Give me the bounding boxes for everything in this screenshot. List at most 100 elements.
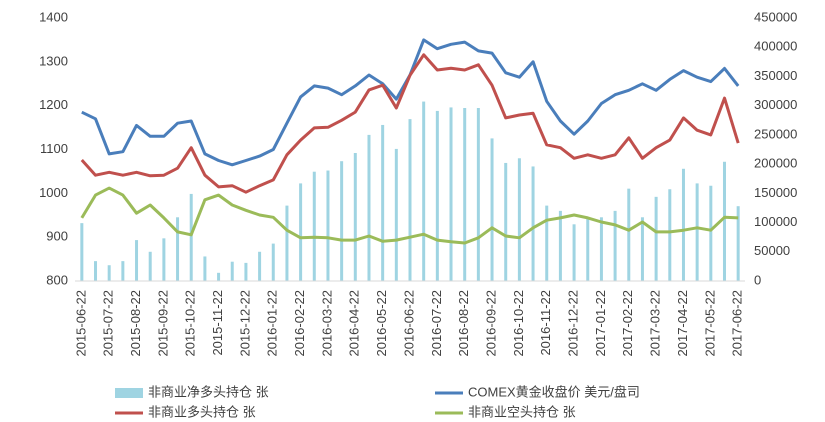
x-tick-label: 2015-07-22 xyxy=(101,290,116,357)
bar xyxy=(668,189,672,281)
x-tick-label: 2015-08-22 xyxy=(128,290,143,357)
bar xyxy=(176,217,180,281)
bar xyxy=(449,107,453,281)
bar xyxy=(80,223,84,281)
y-tick-label: 900 xyxy=(46,229,68,244)
x-tick-label: 2015-06-22 xyxy=(73,290,88,357)
x-tick-label: 2015-11-22 xyxy=(210,290,225,356)
legend-swatch xyxy=(115,388,143,398)
y2-tick-label: 100000 xyxy=(754,214,797,229)
x-tick-label: 2016-12-22 xyxy=(566,290,581,357)
y-tick-label: 1300 xyxy=(39,53,68,68)
y2-tick-label: 300000 xyxy=(754,97,797,112)
x-tick-label: 2016-01-22 xyxy=(265,290,280,357)
bar xyxy=(545,205,549,281)
x-tick-label: 2016-03-22 xyxy=(319,290,334,357)
legend-label: 非商业多头持仓 张 xyxy=(148,404,256,419)
bar xyxy=(217,272,221,281)
y-tick-label: 1000 xyxy=(39,185,68,200)
bar xyxy=(244,262,248,281)
y2-tick-label: 350000 xyxy=(754,68,797,83)
bar xyxy=(681,168,685,281)
x-tick-label: 2017-06-22 xyxy=(730,290,745,357)
bar xyxy=(394,148,398,281)
x-tick-label: 2015-10-22 xyxy=(183,290,198,357)
y2-tick-label: 250000 xyxy=(754,126,797,141)
y-tick-label: 1200 xyxy=(39,97,68,112)
bar xyxy=(340,161,344,281)
x-tick-label: 2017-04-22 xyxy=(675,290,690,357)
x-tick-label: 2016-10-22 xyxy=(511,290,526,357)
bar xyxy=(463,108,467,281)
x-tick-label: 2016-07-22 xyxy=(429,290,444,357)
bar xyxy=(326,170,330,281)
y2-tick-label: 0 xyxy=(754,272,761,287)
legend-label: 非商业净多头持仓 张 xyxy=(148,384,269,399)
bar xyxy=(353,153,357,281)
y2-tick-label: 50000 xyxy=(754,243,790,258)
bar xyxy=(189,193,193,281)
line-series xyxy=(80,186,739,245)
bar xyxy=(613,210,617,281)
bar xyxy=(476,108,480,281)
bar xyxy=(367,134,371,281)
bar xyxy=(408,119,412,281)
bar xyxy=(558,210,562,281)
bar xyxy=(654,196,658,281)
x-tick-label: 2016-04-22 xyxy=(347,290,362,357)
x-tick-label: 2017-03-22 xyxy=(648,290,663,357)
y2-tick-label: 400000 xyxy=(754,39,797,54)
bar xyxy=(572,224,576,281)
y2-tick-label: 450000 xyxy=(754,9,797,24)
bar xyxy=(504,162,508,281)
bar xyxy=(586,217,590,281)
x-tick-label: 2017-05-22 xyxy=(702,290,717,357)
y-tick-label: 1400 xyxy=(39,9,68,24)
x-tick-label: 2016-09-22 xyxy=(483,290,498,357)
line-series xyxy=(80,53,740,194)
bar xyxy=(312,171,316,281)
bar xyxy=(627,188,631,281)
bar xyxy=(162,238,166,281)
bar xyxy=(258,251,262,281)
x-tick-label: 2017-02-22 xyxy=(620,290,635,357)
bar xyxy=(435,110,439,281)
bar xyxy=(271,243,275,281)
bar xyxy=(517,158,521,281)
x-tick-label: 2015-09-22 xyxy=(155,290,170,357)
bar xyxy=(722,161,726,281)
bar xyxy=(599,217,603,281)
y-tick-label: 1100 xyxy=(40,141,68,156)
bar xyxy=(490,138,494,281)
y2-tick-label: 150000 xyxy=(754,185,797,200)
bar xyxy=(736,206,740,281)
bar xyxy=(695,183,699,281)
legend-label: COMEX黄金收盘价 美元/盘司 xyxy=(468,384,640,399)
x-tick-label: 2016-11-22 xyxy=(538,290,553,356)
x-tick-label: 2016-06-22 xyxy=(401,290,416,357)
bar xyxy=(709,185,713,281)
bar xyxy=(285,205,289,281)
y-tick-label: 800 xyxy=(46,272,68,287)
bar xyxy=(107,265,111,281)
x-tick-label: 2016-08-22 xyxy=(456,290,471,357)
x-tick-label: 2015-12-22 xyxy=(237,290,252,357)
legend-label: 非商业空头持仓 张 xyxy=(468,404,576,419)
x-tick-label: 2016-05-22 xyxy=(374,290,389,357)
bar xyxy=(203,256,207,281)
bar xyxy=(135,240,139,281)
bar xyxy=(121,261,125,281)
bar xyxy=(381,124,385,281)
bar xyxy=(299,183,303,281)
bar xyxy=(94,261,98,281)
bar xyxy=(531,166,535,281)
x-tick-label: 2016-02-22 xyxy=(292,290,307,357)
bar xyxy=(148,251,152,281)
bar xyxy=(640,217,644,281)
bar xyxy=(422,101,426,281)
x-tick-label: 2017-01-22 xyxy=(593,290,608,357)
bar xyxy=(230,261,234,281)
y2-tick-label: 200000 xyxy=(754,156,797,171)
